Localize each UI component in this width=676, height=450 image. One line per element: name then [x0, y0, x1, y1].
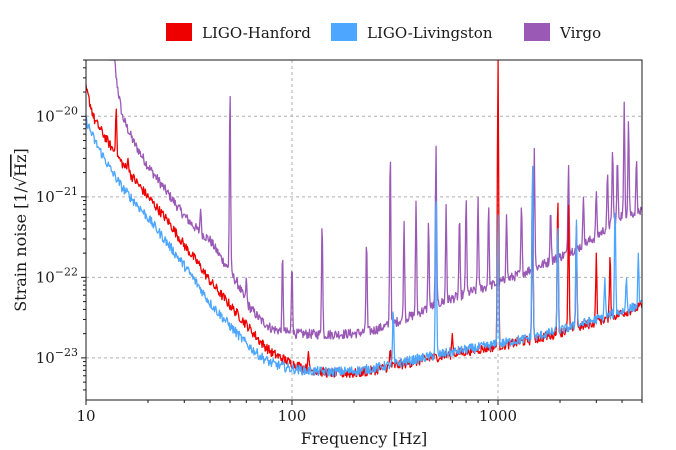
y-tick-label: 10−21 [36, 185, 78, 206]
axis-ticks: 10 100 1000 10−23 10−22 10−21 10−20 [36, 59, 643, 425]
legend-label-0: LIGO-Hanford [202, 24, 311, 42]
x-tick-label: 1000 [479, 407, 517, 425]
y-tick-label: 10−22 [36, 265, 78, 286]
legend-swatch-1 [331, 23, 357, 41]
series-line-ligo-livingston [86, 115, 642, 377]
legend-swatch-2 [524, 23, 550, 41]
series-line-virgo [109, 60, 642, 340]
x-tick-label: 100 [278, 407, 307, 425]
legend-label-2: Virgo [559, 24, 601, 42]
x-axis-label: Frequency [Hz] [301, 429, 428, 448]
y-tick-label: 10−20 [36, 104, 78, 125]
series-layer [86, 60, 642, 379]
plot-frame [85, 59, 643, 401]
y-axis-label: Strain noise [1/√Hz] [11, 148, 30, 312]
y-tick-label: 10−23 [36, 346, 78, 367]
legend-label-1: LIGO-Livingston [367, 24, 493, 42]
y-axis-label-text: Strain noise [1/√Hz] [11, 148, 30, 312]
legend-swatch-0 [166, 23, 192, 41]
x-tick-label: 10 [76, 407, 95, 425]
legend: LIGO-Hanford LIGO-Livingston Virgo [166, 23, 601, 42]
